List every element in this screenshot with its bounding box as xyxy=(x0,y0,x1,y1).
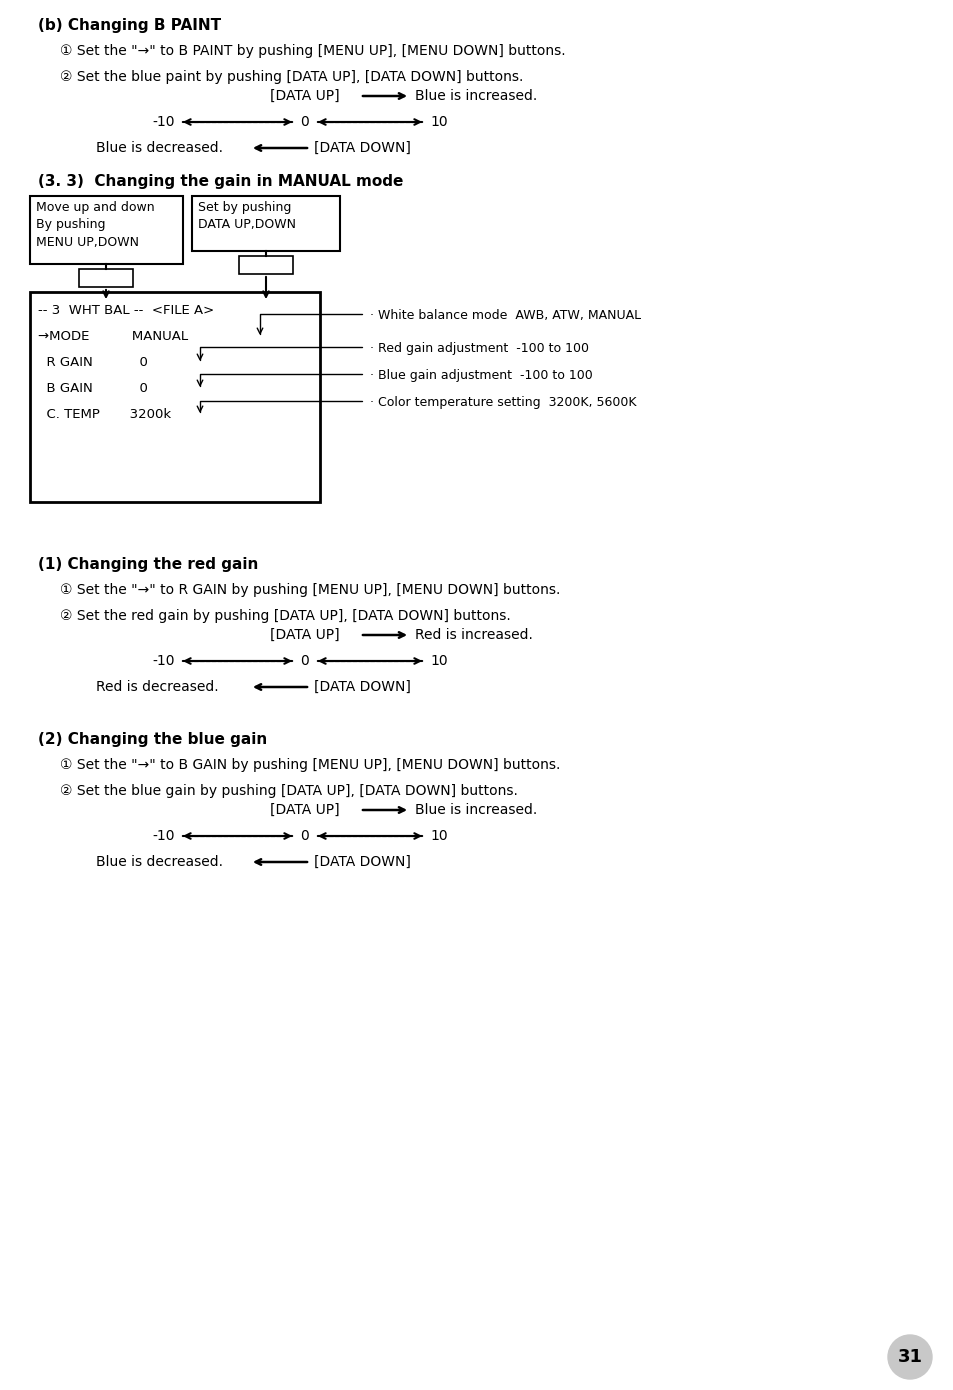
Bar xyxy=(239,256,293,274)
Text: 10: 10 xyxy=(430,655,447,669)
Text: 31: 31 xyxy=(897,1348,922,1366)
Text: Set by pushing: Set by pushing xyxy=(198,202,291,214)
Text: 0: 0 xyxy=(300,828,309,842)
Text: ① Set the "→" to R GAIN by pushing [MENU UP], [MENU DOWN] buttons.: ① Set the "→" to R GAIN by pushing [MENU… xyxy=(60,582,559,596)
Text: · Red gain adjustment  -100 to 100: · Red gain adjustment -100 to 100 xyxy=(370,342,588,354)
Text: Blue is decreased.: Blue is decreased. xyxy=(96,140,223,156)
Text: ② Set the blue paint by pushing [DATA UP], [DATA DOWN] buttons.: ② Set the blue paint by pushing [DATA UP… xyxy=(60,70,523,83)
Bar xyxy=(30,196,183,264)
Text: →MODE          MANUAL: →MODE MANUAL xyxy=(38,329,188,343)
Text: [DATA UP]: [DATA UP] xyxy=(270,803,339,817)
Text: · White balance mode  AWB, ATW, MANUAL: · White balance mode AWB, ATW, MANUAL xyxy=(370,309,640,322)
Text: Blue is increased.: Blue is increased. xyxy=(415,89,537,103)
Text: 10: 10 xyxy=(430,115,447,129)
Text: ② Set the blue gain by pushing [DATA UP], [DATA DOWN] buttons.: ② Set the blue gain by pushing [DATA UP]… xyxy=(60,784,517,798)
Text: R GAIN           0: R GAIN 0 xyxy=(38,356,148,368)
Text: -10: -10 xyxy=(152,655,174,669)
Text: · Blue gain adjustment  -100 to 100: · Blue gain adjustment -100 to 100 xyxy=(370,368,592,382)
Text: (b) Changing B PAINT: (b) Changing B PAINT xyxy=(38,18,221,33)
Text: (1) Changing the red gain: (1) Changing the red gain xyxy=(38,557,258,573)
Text: Red is increased.: Red is increased. xyxy=(415,628,533,642)
Text: ② Set the red gain by pushing [DATA UP], [DATA DOWN] buttons.: ② Set the red gain by pushing [DATA UP],… xyxy=(60,609,510,623)
Text: [DATA DOWN]: [DATA DOWN] xyxy=(314,140,411,156)
Text: ① Set the "→" to B GAIN by pushing [MENU UP], [MENU DOWN] buttons.: ① Set the "→" to B GAIN by pushing [MENU… xyxy=(60,758,559,771)
Text: -- 3  WHT BAL --  <FILE A>: -- 3 WHT BAL -- <FILE A> xyxy=(38,304,214,317)
Text: -10: -10 xyxy=(152,828,174,842)
Text: [DATA DOWN]: [DATA DOWN] xyxy=(314,855,411,869)
Text: [DATA UP]: [DATA UP] xyxy=(270,89,339,103)
Text: Blue is decreased.: Blue is decreased. xyxy=(96,855,223,869)
Text: [DATA DOWN]: [DATA DOWN] xyxy=(314,680,411,694)
Circle shape xyxy=(887,1334,931,1379)
Text: MENU UP,DOWN: MENU UP,DOWN xyxy=(36,236,139,249)
Text: -10: -10 xyxy=(152,115,174,129)
Text: (2) Changing the blue gain: (2) Changing the blue gain xyxy=(38,733,267,746)
Text: · Color temperature setting  3200K, 5600K: · Color temperature setting 3200K, 5600K xyxy=(370,396,636,409)
Bar xyxy=(192,196,339,252)
Text: 0: 0 xyxy=(300,115,309,129)
Text: Blue is increased.: Blue is increased. xyxy=(415,803,537,817)
Bar xyxy=(79,270,132,286)
Text: 10: 10 xyxy=(430,828,447,842)
Text: Move up and down: Move up and down xyxy=(36,202,154,214)
Text: (3. 3)  Changing the gain in MANUAL mode: (3. 3) Changing the gain in MANUAL mode xyxy=(38,174,403,189)
Text: [DATA UP]: [DATA UP] xyxy=(270,628,339,642)
Bar xyxy=(30,292,319,502)
Text: By pushing: By pushing xyxy=(36,218,106,231)
Text: DATA UP,DOWN: DATA UP,DOWN xyxy=(198,218,295,231)
Text: 0: 0 xyxy=(300,655,309,669)
Text: ① Set the "→" to B PAINT by pushing [MENU UP], [MENU DOWN] buttons.: ① Set the "→" to B PAINT by pushing [MEN… xyxy=(60,44,565,58)
Text: Red is decreased.: Red is decreased. xyxy=(96,680,218,694)
Text: C. TEMP       3200k: C. TEMP 3200k xyxy=(38,409,171,421)
Text: B GAIN           0: B GAIN 0 xyxy=(38,382,148,395)
